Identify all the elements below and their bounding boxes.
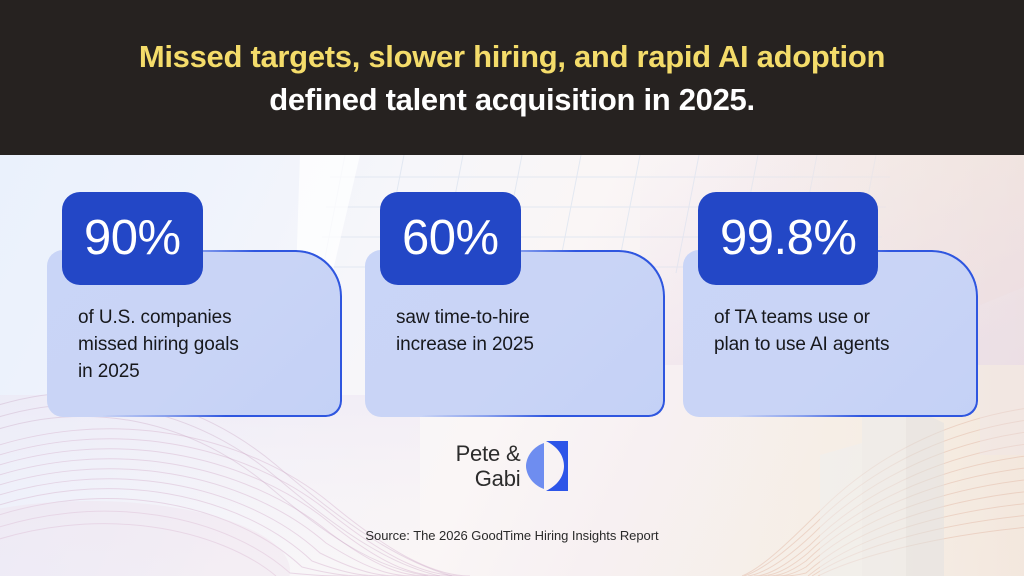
stat-value-3: 99.8% xyxy=(720,211,857,265)
stat-description-1: of U.S. companies missed hiring goals in… xyxy=(78,307,239,382)
geometric-shapes-left xyxy=(980,287,1024,455)
header-banner: Missed targets, slower hiring, and rapid… xyxy=(0,0,1024,155)
source-caption: Source: The 2026 GoodTime Hiring Insight… xyxy=(365,528,659,543)
brand-logo: Pete & Gabi xyxy=(0,440,1024,492)
logo-line-2: Gabi xyxy=(474,466,521,491)
logo-line-1: Pete & xyxy=(455,441,521,466)
headline-line-2: defined talent acquisition in 2025. xyxy=(269,81,755,117)
stat-badge-2: 60% xyxy=(380,192,521,285)
stat-description-3: of TA teams use or plan to use AI agents xyxy=(714,307,890,355)
stat-value-1: 90% xyxy=(84,211,181,265)
geometric-shapes xyxy=(820,405,944,576)
stat-cards-row: 90% of U.S. companies missed hiring goal… xyxy=(0,155,1024,576)
stat-description-2: saw time-to-hire increase in 2025 xyxy=(396,307,534,355)
bowtie-logo-icon xyxy=(526,441,569,491)
stat-value-2: 60% xyxy=(402,211,499,265)
wave-lines-left xyxy=(0,428,471,576)
stat-badge-1: 90% xyxy=(62,192,203,285)
headline-line-1: Missed targets, slower hiring, and rapid… xyxy=(138,38,886,74)
stat-badge-3: 99.8% xyxy=(698,192,879,285)
logo-wordmark: Pete & Gabi xyxy=(456,441,521,491)
